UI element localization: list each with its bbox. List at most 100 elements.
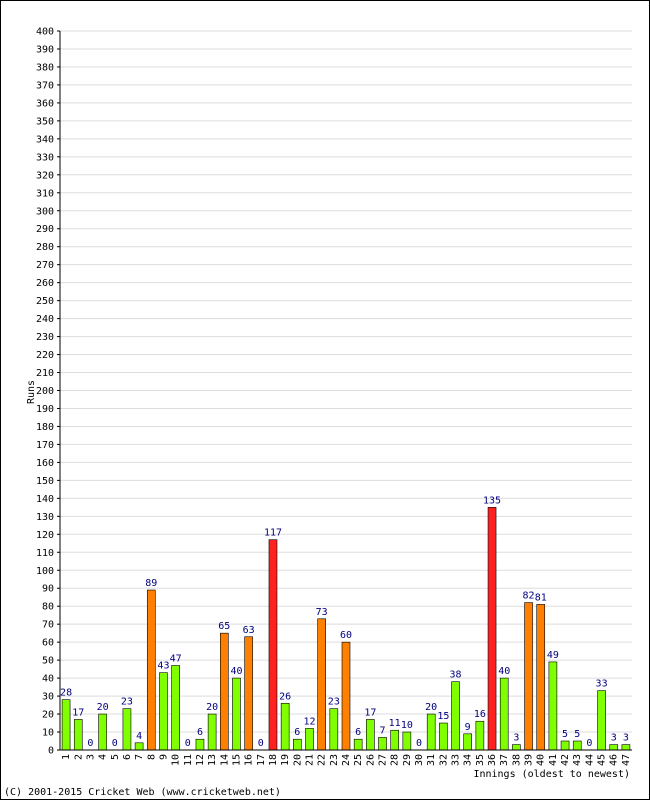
value-label: 117 [264, 528, 282, 539]
value-label: 0 [416, 738, 422, 749]
value-label: 23 [328, 697, 340, 708]
x-tick-label: 28 [390, 754, 401, 766]
bar [219, 632, 229, 751]
y-axis-label: Runs [26, 380, 37, 404]
x-tick-label: 34 [463, 754, 474, 766]
x-tick-label: 13 [207, 754, 218, 766]
y-tick-label: 200 [36, 386, 54, 397]
value-label: 6 [197, 727, 203, 738]
value-label: 4 [136, 731, 142, 742]
value-label: 81 [535, 592, 547, 603]
value-label: 12 [303, 716, 315, 727]
x-tick-label: 47 [621, 754, 632, 766]
bar [207, 713, 217, 751]
y-tick-label: 150 [36, 476, 54, 487]
y-tick-label: 180 [36, 422, 54, 433]
value-label: 3 [623, 733, 629, 744]
value-label: 15 [437, 711, 449, 722]
x-tick-label: 46 [609, 754, 620, 766]
y-tick-label: 240 [36, 314, 54, 325]
bar [293, 738, 302, 751]
x-axis-label: Innings (oldest to newest) [473, 769, 630, 780]
x-tick-label: 23 [329, 754, 340, 766]
x-tick-label: 2 [73, 754, 84, 760]
y-tick-label: 310 [36, 188, 54, 199]
bar [609, 744, 619, 751]
value-label: 38 [450, 670, 462, 681]
bar [536, 604, 546, 751]
value-label: 47 [170, 654, 182, 665]
value-label: 60 [340, 630, 352, 641]
value-label: 10 [401, 720, 413, 731]
y-tick-label: 270 [36, 260, 54, 271]
bar [353, 738, 363, 751]
value-label: 20 [425, 702, 437, 713]
x-tick-label: 16 [244, 754, 255, 766]
x-tick-label: 40 [536, 754, 547, 766]
x-tick-label: 27 [378, 754, 389, 766]
y-axis-ticks: 0 10 20 30 40 50 60 70 80 90 100 110 120 130 140 150 160… [36, 27, 60, 757]
bar [451, 681, 460, 751]
x-axis-ticks: 1 2 3 4 5 6 7 8 9 10 11 12 13 14 15 16 17 18 19 20 21 22 23 24 2… [61, 754, 632, 766]
value-label: 0 [586, 738, 592, 749]
y-tick-label: 330 [36, 152, 54, 163]
bar [426, 713, 436, 751]
x-tick-label: 32 [438, 754, 449, 766]
bar [499, 677, 509, 751]
y-tick-label: 400 [36, 27, 54, 38]
bar [195, 738, 205, 751]
y-tick-label: 40 [42, 674, 54, 685]
bar [548, 661, 558, 751]
x-tick-label: 37 [499, 754, 510, 766]
bar [475, 720, 485, 751]
x-tick-label: 18 [268, 754, 279, 766]
value-label: 43 [157, 661, 169, 672]
bar [463, 733, 473, 751]
x-tick-label: 5 [110, 754, 121, 760]
y-tick-label: 110 [36, 548, 54, 559]
x-tick-label: 7 [134, 754, 145, 760]
y-tick-label: 250 [36, 296, 54, 307]
value-label: 49 [547, 650, 559, 661]
value-label: 73 [316, 607, 328, 618]
bars [61, 507, 631, 751]
bar [73, 719, 83, 751]
y-tick-label: 290 [36, 224, 54, 235]
value-label: 16 [474, 709, 486, 720]
bar [572, 740, 582, 751]
y-tick-label: 140 [36, 494, 54, 505]
y-tick-label: 370 [36, 80, 54, 91]
y-tick-label: 50 [42, 656, 54, 667]
value-label: 9 [465, 722, 471, 733]
y-tick-label: 90 [42, 584, 54, 595]
value-label: 65 [218, 621, 230, 632]
y-tick-label: 210 [36, 368, 54, 379]
bar [597, 690, 606, 751]
y-tick-label: 230 [36, 332, 54, 343]
value-label: 40 [498, 666, 510, 677]
value-label: 0 [258, 738, 264, 749]
x-tick-label: 36 [487, 754, 498, 766]
bar [146, 589, 156, 751]
value-label: 11 [389, 718, 401, 729]
value-label: 5 [574, 729, 580, 740]
y-tick-label: 190 [36, 404, 54, 415]
bar [232, 677, 241, 751]
y-tick-label: 0 [48, 746, 54, 757]
x-tick-label: 21 [304, 754, 315, 766]
x-tick-label: 6 [122, 754, 133, 760]
y-tick-label: 80 [42, 602, 54, 613]
bar [159, 672, 168, 751]
x-tick-label: 31 [426, 754, 437, 766]
x-tick-label: 45 [597, 754, 608, 766]
y-tick-label: 280 [36, 242, 54, 253]
bar [560, 740, 570, 751]
value-labels: 2817020023489434706206540630117266127323… [60, 495, 629, 749]
bar [366, 719, 375, 751]
bar [621, 744, 631, 751]
value-label: 0 [112, 738, 118, 749]
bar [317, 618, 326, 751]
value-label: 28 [60, 688, 72, 699]
value-label: 20 [206, 702, 218, 713]
y-tick-label: 320 [36, 170, 54, 181]
